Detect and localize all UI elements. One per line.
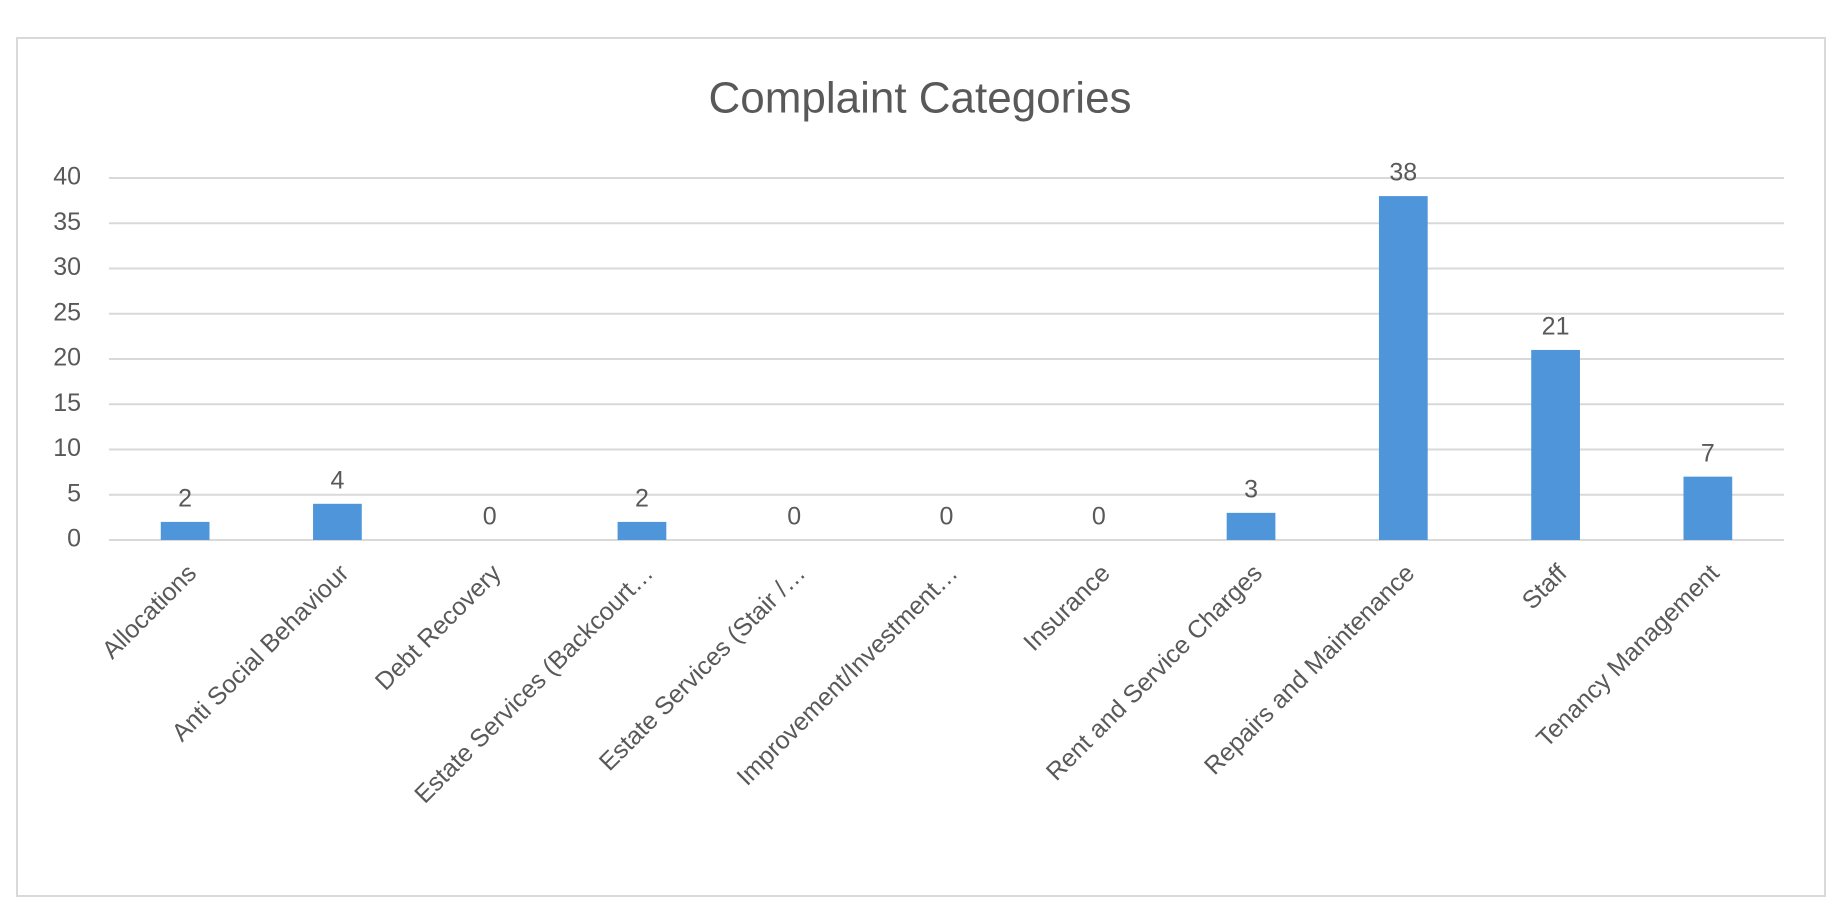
data-label: 4 bbox=[330, 466, 344, 494]
y-tick-label: 10 bbox=[53, 434, 81, 462]
data-label: 2 bbox=[635, 485, 649, 513]
y-tick-label: 20 bbox=[53, 344, 81, 372]
data-label: 0 bbox=[787, 503, 801, 531]
y-tick-label: 35 bbox=[53, 208, 81, 236]
data-label: 21 bbox=[1542, 313, 1570, 341]
bar bbox=[160, 521, 210, 540]
data-label: 38 bbox=[1389, 159, 1417, 187]
data-label: 0 bbox=[1092, 503, 1106, 531]
bar bbox=[313, 503, 362, 540]
data-label: 7 bbox=[1701, 439, 1715, 467]
data-label: 0 bbox=[940, 503, 954, 531]
y-tick-label: 15 bbox=[53, 389, 81, 417]
bar bbox=[1683, 476, 1733, 540]
data-label: 3 bbox=[1244, 475, 1258, 503]
y-tick-label: 0 bbox=[67, 525, 81, 553]
data-label: 2 bbox=[178, 485, 192, 513]
y-tick-label: 5 bbox=[67, 479, 81, 507]
y-tick-label: 40 bbox=[53, 163, 81, 191]
bar bbox=[1378, 196, 1428, 540]
data-label: 0 bbox=[483, 503, 497, 531]
bar bbox=[617, 521, 667, 540]
bar bbox=[1531, 349, 1580, 540]
bar bbox=[1226, 512, 1276, 540]
y-tick-label: 25 bbox=[53, 298, 81, 326]
y-tick-label: 30 bbox=[53, 253, 81, 281]
chart-title: Complaint Categories bbox=[708, 74, 1131, 123]
chart-border bbox=[16, 37, 1826, 897]
